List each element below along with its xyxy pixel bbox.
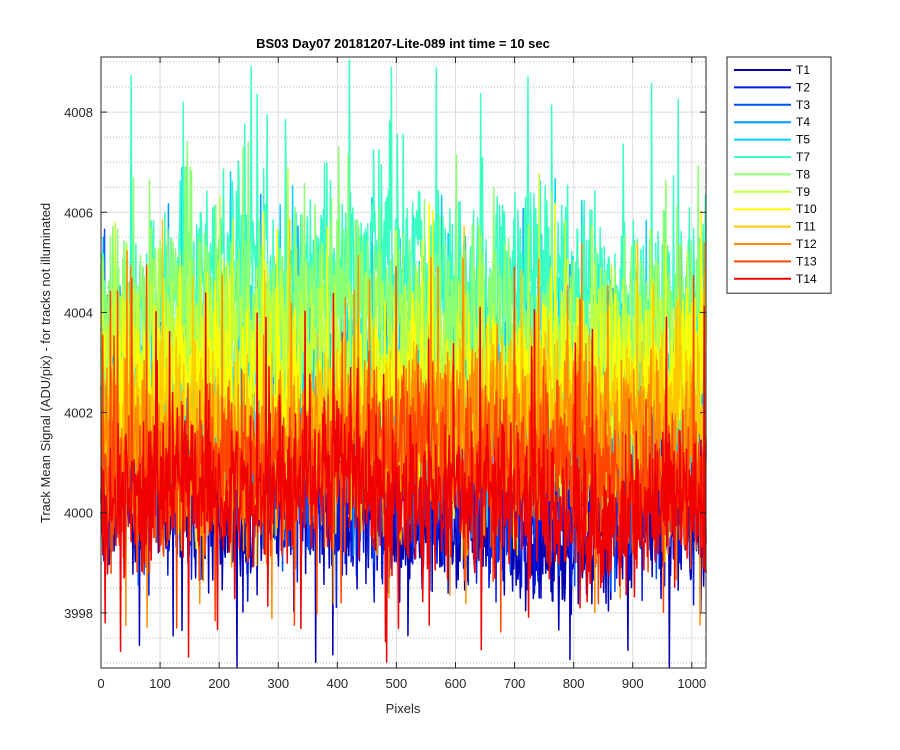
legend-label-t1: T1 [796,63,810,77]
x-tick-label: 600 [445,676,467,691]
x-axis-label: Pixels [386,701,421,716]
legend-label-t9: T9 [796,185,810,199]
legend-label-t3: T3 [796,98,810,112]
legend-label-t11: T11 [796,220,816,234]
x-tick-label: 1000 [677,676,706,691]
y-tick-label: 4000 [64,506,93,521]
legend-label-t4: T4 [796,115,810,129]
y-tick-label: 3998 [64,606,93,621]
x-tick-label: 200 [208,676,230,691]
legend: T1 T2 T3 T4 T5 T7 T8 T9 T10 T11 T12 T13 T14 [726,56,832,294]
x-tick-label: 700 [504,676,526,691]
x-tick-label: 0 [97,676,104,691]
y-axis-label: Track Mean Signal (ADU/pix) - for tracks… [38,203,53,523]
x-tick-label: 900 [622,676,644,691]
axes-box [100,56,707,669]
legend-label-t2: T2 [796,80,810,94]
chart-title: BS03 Day07 20181207-Lite-089 int time = … [256,36,550,51]
x-tick-label: 300 [267,676,289,691]
legend-label-t10: T10 [796,202,817,216]
series-layer [100,59,707,669]
axes [100,56,707,669]
legend-label-t12: T12 [796,237,817,251]
series-line-t14 [100,292,707,663]
y-tick-label: 4002 [64,406,93,421]
legend-label-t14: T14 [796,272,817,286]
y-tick-label: 4008 [64,105,93,120]
x-tick-label: 100 [149,676,171,691]
legend-label-t13: T13 [796,254,817,268]
tick-labels: 0 100 200 300 400 500 600 700 800 900 1000 3998 4000… [64,105,706,691]
legend-label-t8: T8 [796,167,810,181]
y-tick-label: 4004 [64,305,93,320]
legend-label-t7: T7 [796,150,810,164]
x-tick-label: 800 [563,676,585,691]
legend-label-t5: T5 [796,133,810,147]
x-tick-label: 400 [326,676,348,691]
x-tick-label: 500 [386,676,408,691]
y-tick-label: 4006 [64,205,93,220]
